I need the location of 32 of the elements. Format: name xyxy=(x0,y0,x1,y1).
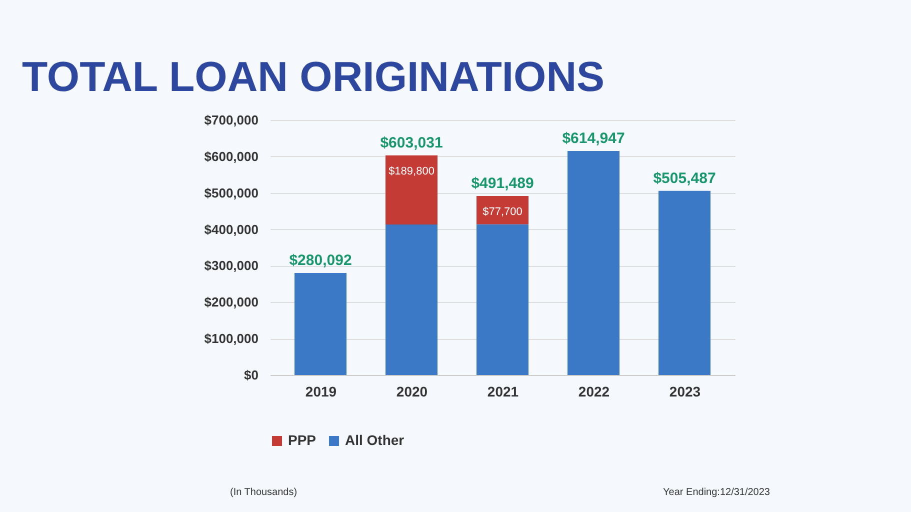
data-label: $77,700 xyxy=(482,206,522,218)
bar xyxy=(386,224,438,375)
x-tick-label: 2023 xyxy=(669,384,701,400)
y-tick-label: $600,000 xyxy=(204,148,258,164)
total-label: $614,947 xyxy=(562,130,625,147)
chart-title: TOTAL LOAN ORIGINATIONS xyxy=(22,53,605,100)
y-tick-label: $500,000 xyxy=(204,185,258,200)
bar xyxy=(476,224,528,375)
y-tick-label: $0 xyxy=(244,368,258,382)
data-label: $189,800 xyxy=(388,165,434,178)
bar xyxy=(658,190,710,375)
x-tick-label: 2022 xyxy=(578,384,610,400)
y-tick-label: $400,000 xyxy=(204,222,258,237)
bar xyxy=(386,155,438,224)
x-tick-label: 2019 xyxy=(305,384,337,400)
bar xyxy=(294,272,346,375)
y-tick-label: $700,000 xyxy=(204,112,258,128)
y-tick-label: $300,000 xyxy=(204,258,258,274)
total-label: $505,487 xyxy=(653,170,716,187)
text: (In Thousands) xyxy=(230,487,298,498)
bar xyxy=(568,150,620,375)
total-label: $491,489 xyxy=(471,174,534,192)
total-label: $280,092 xyxy=(289,252,352,269)
x-tick-label: 2021 xyxy=(487,384,519,400)
text: Year Ending:12/31/2023 xyxy=(663,487,770,498)
bar xyxy=(476,196,528,224)
y-tick-label: $100,000 xyxy=(204,331,258,346)
x-tick-label: 2020 xyxy=(396,384,428,400)
legend-label: All Other xyxy=(345,432,405,448)
legend-label: PPP xyxy=(288,432,316,448)
total-label: $603,031 xyxy=(380,134,443,152)
y-tick-label: $200,000 xyxy=(204,294,258,310)
